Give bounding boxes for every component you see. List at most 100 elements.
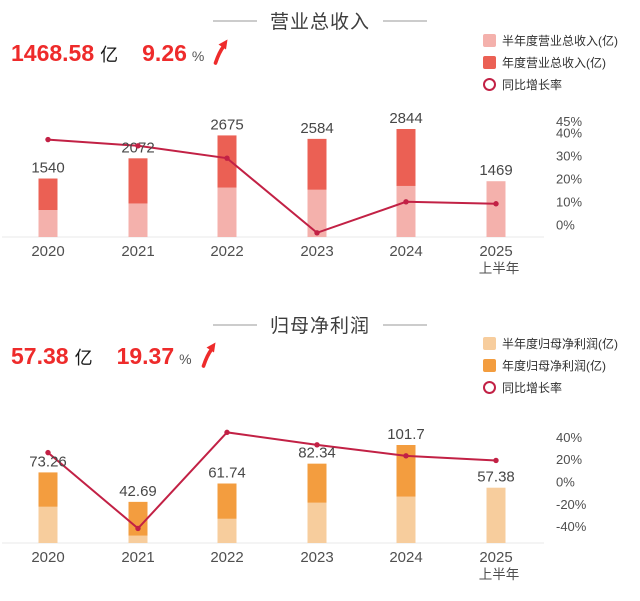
halfyear-bar <box>128 535 148 543</box>
bar-value-label: 2584 <box>300 120 333 137</box>
growth-percent-sign: % <box>191 48 205 64</box>
profit-title-row: 归母净利润 <box>0 311 640 338</box>
legend-label: 年度归母净利润(亿) <box>502 358 606 373</box>
growth-line-marker <box>314 442 320 448</box>
halfyear-bar <box>128 203 148 237</box>
growth-line-marker <box>135 525 141 532</box>
legend-swatch-icon <box>483 55 496 69</box>
halfyear-bar <box>486 181 506 237</box>
growth-value: 19.37 <box>116 343 175 369</box>
pct-tick-label: 45% <box>556 114 582 129</box>
halfyear-sublabel: 上半年 <box>479 567 520 582</box>
pct-tick-label: 40% <box>556 126 582 141</box>
growth-line-marker <box>135 143 141 149</box>
year-label: 2023 <box>300 549 333 566</box>
revenue-section-title: 营业总收入 <box>269 12 370 33</box>
growth-line <box>47 431 497 530</box>
headline-unit: 亿 <box>74 348 93 368</box>
year-label: 2021 <box>121 243 154 260</box>
title-dash-left <box>212 19 257 22</box>
annual-bar <box>128 158 148 204</box>
annual-bar <box>217 483 237 519</box>
legend-label: 年度营业总收入(亿) <box>502 55 606 70</box>
pct-tick-label: 10% <box>556 195 582 210</box>
bar-value-label: 2844 <box>389 110 422 127</box>
growth-line-marker <box>45 449 51 456</box>
legend-item[interactable]: 半年度归母净利润(亿) <box>483 334 618 352</box>
legend-item[interactable]: 年度归母净利润(亿) <box>483 356 618 374</box>
pct-tick-label: 0% <box>556 475 575 490</box>
year-label: 2025 <box>479 549 512 566</box>
revenue-legend: 半年度营业总收入(亿) 年度营业总收入(亿) 同比增长率 <box>483 31 618 97</box>
bar-value-label: 2675 <box>210 116 243 133</box>
pct-tick-label: 20% <box>556 452 582 467</box>
legend-label: 同比增长率 <box>502 77 563 92</box>
annual-bar <box>307 463 327 503</box>
profit-section-title: 归母净利润 <box>269 316 370 337</box>
halfyear-bar <box>217 187 237 237</box>
growth-line-marker <box>45 136 51 143</box>
growth-line-marker <box>224 429 230 436</box>
year-label: 2022 <box>210 243 243 260</box>
legend-item[interactable]: 同比增长率 <box>483 75 618 93</box>
legend-growth-marker-icon <box>483 380 496 394</box>
halfyear-bar <box>396 496 416 543</box>
halfyear-bar <box>217 518 237 543</box>
pct-tick-label: 40% <box>556 430 582 445</box>
legend-item[interactable]: 半年度营业总收入(亿) <box>483 31 618 49</box>
revenue-chart: 15402072267525842844146945%40%30%20%10%0… <box>2 110 582 276</box>
pct-tick-label: 0% <box>556 218 575 233</box>
up-arrow-icon <box>214 39 228 65</box>
annual-bar <box>38 472 58 507</box>
pct-tick-label: -40% <box>556 519 587 534</box>
annual-bar <box>128 501 148 536</box>
bar-value-label: 42.69 <box>119 483 157 500</box>
legend-item[interactable]: 年度营业总收入(亿) <box>483 53 618 71</box>
year-label: 2022 <box>210 549 243 566</box>
year-label: 2020 <box>31 549 64 566</box>
legend-label: 半年度营业总收入(亿) <box>502 33 618 48</box>
halfyear-bar <box>38 506 58 543</box>
halfyear-bar <box>396 185 416 237</box>
bar-value-label: 1469 <box>479 162 512 179</box>
headline-value: 1468.58 <box>11 40 95 66</box>
year-label: 2024 <box>389 549 422 566</box>
annual-bar <box>396 445 416 497</box>
pct-tick-label: 30% <box>556 149 582 164</box>
growth-line-marker <box>224 155 230 161</box>
growth-line <box>47 138 497 234</box>
year-label: 2021 <box>121 549 154 566</box>
bar-value-label: 73.26 <box>29 453 67 470</box>
halfyear-bar <box>486 487 506 543</box>
year-label: 2023 <box>300 243 333 260</box>
up-arrow-icon <box>201 342 216 368</box>
headline-value: 57.38 <box>11 343 69 369</box>
headline-unit: 亿 <box>100 45 119 65</box>
year-label: 2024 <box>389 243 422 260</box>
pct-tick-label: 20% <box>556 172 582 187</box>
annual-bar <box>217 135 237 188</box>
bar-value-label: 61.74 <box>208 465 246 482</box>
legend-swatch-icon <box>483 33 496 47</box>
growth-line-marker <box>493 201 499 207</box>
profit-chart: 73.26 42.69 61.74 82.34 101.7 57.38 40% 20% 0% -2… <box>2 426 587 582</box>
profit-headline: 57.38 亿 19.37 % <box>11 342 218 370</box>
growth-line-marker <box>403 199 409 205</box>
growth-line-marker <box>493 457 499 464</box>
revenue-headline: 1468.58 亿 9.26 % <box>11 39 230 67</box>
legend-item[interactable]: 同比增长率 <box>483 378 618 396</box>
bar-value-label: 101.7 <box>387 426 425 443</box>
legend-swatch-icon <box>483 336 496 350</box>
profit-legend: 半年度归母净利润(亿) 年度归母净利润(亿) 同比增长率 <box>483 334 618 400</box>
title-dash-right <box>383 19 427 22</box>
legend-swatch-icon <box>483 358 496 372</box>
growth-line-marker <box>403 453 409 459</box>
year-label: 2020 <box>31 243 64 260</box>
bar-value-label: 1540 <box>31 160 64 177</box>
title-dash-right <box>383 323 427 326</box>
title-dash-left <box>212 323 257 326</box>
growth-value: 9.26 <box>142 40 187 66</box>
annual-bar <box>38 178 58 210</box>
halfyear-bar <box>307 189 327 237</box>
